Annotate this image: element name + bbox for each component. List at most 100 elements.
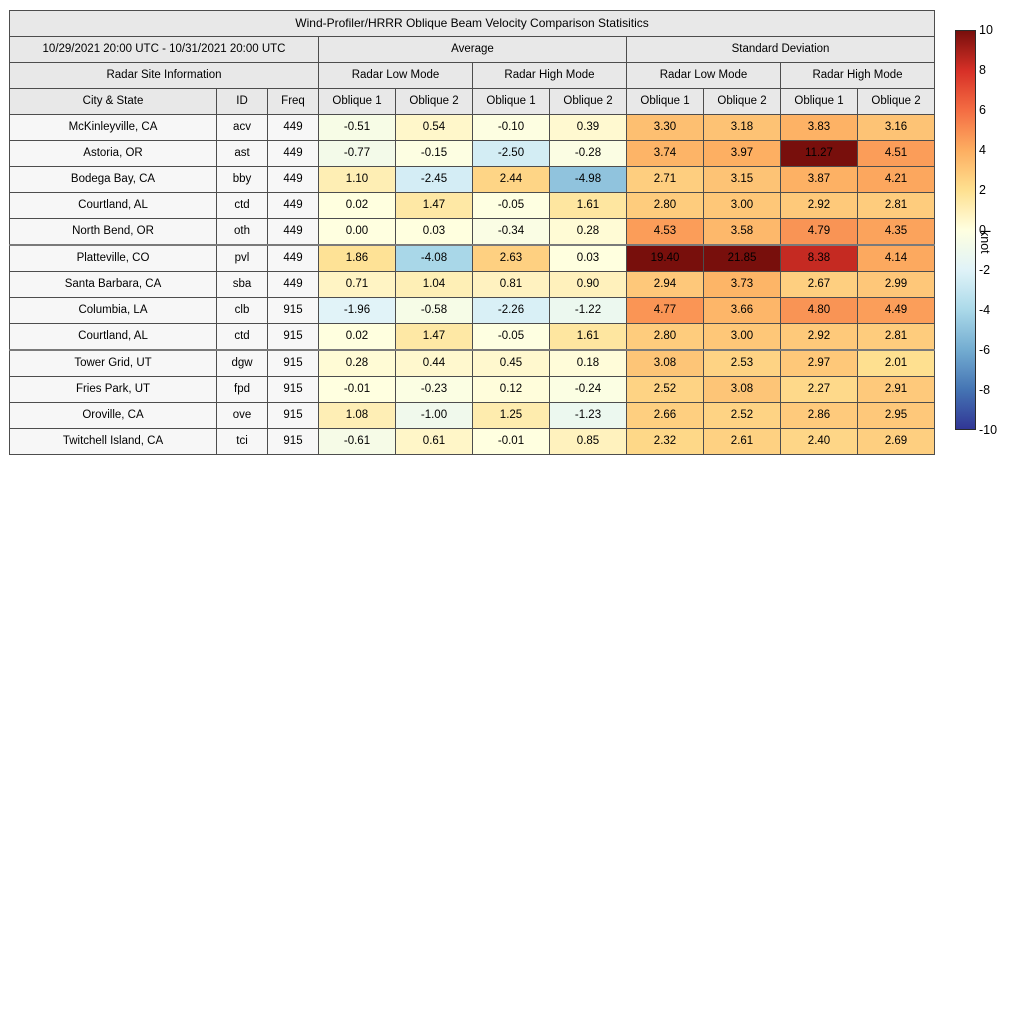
colorbar-tick-labels: 10 8 6 4 2 0 -2 -4 -6 -8 -10: [979, 24, 1009, 436]
colorbar-tick-2: 2: [979, 182, 986, 197]
cell-avg-high-oblique1: -0.10: [472, 114, 550, 141]
stats-table: Wind-Profiler/HRRR Oblique Beam Velocity…: [8, 10, 936, 455]
cell-city: Astoria, OR: [9, 140, 217, 167]
colorbar-tick-0: 0: [979, 222, 986, 237]
cell-city: Twitchell Island, CA: [9, 428, 217, 455]
colorbar-tick-minus6: -6: [979, 342, 991, 357]
cell-sd-high-oblique1: 2.67: [780, 271, 858, 298]
cell-sd-low-oblique1: 4.53: [626, 218, 704, 246]
cell-freq: 915: [267, 323, 319, 351]
mode-header-avg-high: Radar High Mode: [472, 62, 627, 89]
colorbar-tick-minus8: -8: [979, 382, 991, 397]
cell-sd-high-oblique1: 3.83: [780, 114, 858, 141]
cell-sd-high-oblique2: 2.69: [856, 428, 936, 455]
cell-avg-low-oblique1: 0.02: [318, 192, 396, 219]
cell-avg-high-oblique1: 0.12: [472, 376, 550, 403]
column-header-avg-high-oblique1: Oblique 1: [472, 88, 550, 115]
cell-id: ctd: [216, 323, 268, 351]
cell-sd-high-oblique2: 3.16: [856, 114, 936, 141]
cell-avg-high-oblique1: -0.01: [472, 428, 550, 455]
table-row: Fries Park, UT fpd 915 -0.01 -0.23 0.12 -0.24 2…: [9, 376, 936, 403]
cell-freq: 449: [267, 166, 319, 193]
cell-id: dgw: [216, 349, 268, 377]
cell-sd-low-oblique1: 3.74: [626, 140, 704, 167]
colorbar-tick-4: 4: [979, 142, 986, 157]
cell-sd-high-oblique1: 4.80: [780, 297, 858, 324]
cell-avg-high-oblique1: 0.81: [472, 271, 550, 298]
cell-avg-low-oblique1: -0.77: [318, 140, 396, 167]
cell-city: Bodega Bay, CA: [9, 166, 217, 193]
cell-avg-low-oblique2: -0.15: [395, 140, 473, 167]
cell-avg-low-oblique1: 0.00: [318, 218, 396, 246]
cell-city: Oroville, CA: [9, 402, 217, 429]
cell-avg-high-oblique1: -0.05: [472, 192, 550, 219]
cell-sd-low-oblique1: 4.77: [626, 297, 704, 324]
cell-sd-high-oblique2: 2.91: [856, 376, 936, 403]
cell-avg-low-oblique2: 0.44: [395, 349, 473, 377]
cell-freq: 915: [267, 402, 319, 429]
cell-avg-low-oblique1: 0.02: [318, 323, 396, 351]
cell-sd-high-oblique1: 2.97: [780, 349, 858, 377]
cell-city: McKinleyville, CA: [9, 114, 217, 141]
cell-id: ast: [216, 140, 268, 167]
table-row: McKinleyville, CA acv 449 -0.51 0.54 -0.10 0.3…: [9, 114, 936, 141]
cell-sd-low-oblique1: 2.32: [626, 428, 704, 455]
column-header-id: ID: [216, 88, 268, 115]
cell-sd-low-oblique2: 3.18: [703, 114, 781, 141]
group-header-standard-deviation: Standard Deviation: [625, 36, 936, 63]
cell-id: bby: [216, 166, 268, 193]
cell-avg-high-oblique2: 0.39: [549, 114, 627, 141]
mode-header-sd-high: Radar High Mode: [779, 62, 936, 89]
colorbar-tick-6: 6: [979, 102, 986, 117]
cell-city: North Bend, OR: [9, 218, 217, 246]
table-row: Santa Barbara, CA sba 449 0.71 1.04 0.81 0.90 2…: [9, 271, 936, 298]
table-row: Columbia, LA clb 915 -1.96 -0.58 -2.26 -1.22 4.…: [9, 297, 936, 324]
cell-avg-high-oblique2: 0.18: [549, 349, 627, 377]
cell-sd-low-oblique2: 2.53: [703, 349, 781, 377]
cell-id: sba: [216, 271, 268, 298]
colorbar-gradient: [955, 30, 976, 430]
cell-avg-low-oblique1: 1.86: [318, 244, 396, 272]
cell-sd-low-oblique2: 3.58: [703, 218, 781, 246]
cell-freq: 449: [267, 271, 319, 298]
table-row: Astoria, OR ast 449 -0.77 -0.15 -2.50 -0.28 3.7…: [9, 140, 936, 167]
cell-avg-high-oblique2: 0.28: [549, 218, 627, 246]
cell-sd-low-oblique2: 3.97: [703, 140, 781, 167]
cell-sd-low-oblique1: 2.66: [626, 402, 704, 429]
mode-header-sd-low: Radar Low Mode: [626, 62, 781, 89]
cell-sd-low-oblique2: 3.00: [703, 192, 781, 219]
cell-avg-low-oblique2: 1.47: [395, 323, 473, 351]
cell-sd-low-oblique1: 3.08: [626, 349, 704, 377]
cell-sd-low-oblique2: 3.73: [703, 271, 781, 298]
cell-id: pvl: [216, 244, 268, 272]
column-header-avg-low-oblique2: Oblique 2: [395, 88, 473, 115]
cell-id: ove: [216, 402, 268, 429]
colorbar-axis-label: knot: [978, 230, 992, 254]
cell-avg-high-oblique2: 1.61: [549, 192, 627, 219]
cell-avg-low-oblique1: 0.71: [318, 271, 396, 298]
cell-avg-low-oblique2: 1.47: [395, 192, 473, 219]
cell-sd-high-oblique1: 4.79: [780, 218, 858, 246]
cell-avg-high-oblique1: -0.34: [472, 218, 550, 246]
cell-sd-high-oblique1: 11.27: [780, 140, 858, 167]
cell-sd-high-oblique2: 2.81: [856, 192, 936, 219]
cell-sd-high-oblique2: 2.99: [856, 271, 936, 298]
table-row: Courtland, AL ctd 915 0.02 1.47 -0.05 1.61 2.80…: [9, 323, 936, 351]
cell-avg-high-oblique1: 2.44: [472, 166, 550, 193]
cell-avg-low-oblique1: -1.96: [318, 297, 396, 324]
column-header-freq: Freq: [267, 88, 319, 115]
mode-header-avg-low: Radar Low Mode: [318, 62, 473, 89]
column-header-avg-low-oblique1: Oblique 1: [318, 88, 396, 115]
cell-avg-low-oblique2: -1.00: [395, 402, 473, 429]
column-header-row: City & State ID Freq Oblique 1 Oblique 2…: [9, 88, 936, 115]
site-info-header: Radar Site Information: [9, 62, 319, 89]
cell-freq: 449: [267, 244, 319, 272]
cell-id: acv: [216, 114, 268, 141]
table-row: North Bend, OR oth 449 0.00 0.03 -0.34 0.28 4.5…: [9, 218, 936, 246]
cell-city: Tower Grid, UT: [9, 349, 217, 377]
cell-freq: 449: [267, 114, 319, 141]
column-header-city: City & State: [9, 88, 217, 115]
cell-avg-high-oblique2: 0.90: [549, 271, 627, 298]
cell-sd-high-oblique2: 2.01: [856, 349, 936, 377]
cell-sd-low-oblique2: 2.61: [703, 428, 781, 455]
